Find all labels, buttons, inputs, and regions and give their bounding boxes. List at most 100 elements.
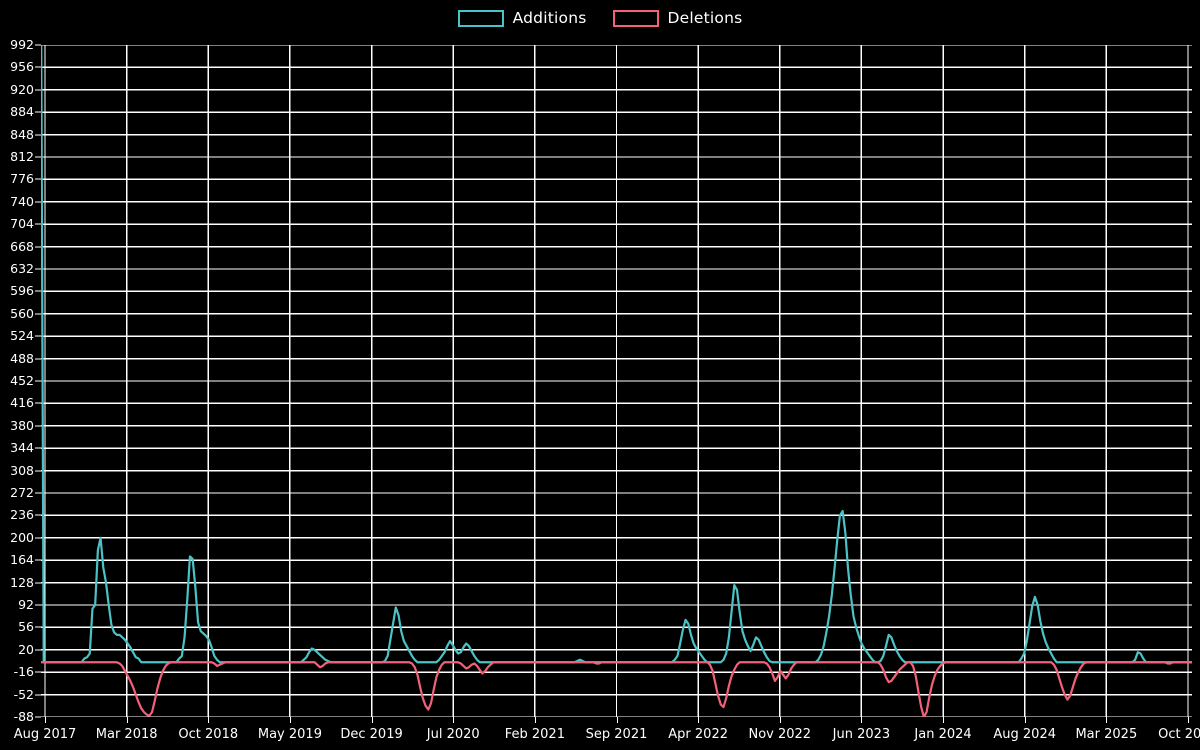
x-tick-mark	[534, 717, 536, 723]
x-axis: Aug 2017 Mar 2018 Oct 2018 May 2019 Dec 2019…	[14, 717, 1200, 750]
y-tick-mark	[35, 671, 41, 673]
y-tick-mark	[35, 358, 41, 360]
y-tick-label: 776	[10, 171, 34, 187]
x-tick-mark	[289, 717, 291, 723]
y-tick-mark	[35, 694, 41, 696]
x-tick-label: Mar 2018	[95, 727, 158, 742]
y-tick-mark	[35, 425, 41, 427]
x-tick-mark	[371, 717, 373, 723]
y-tick-label: 740	[10, 193, 34, 209]
x-tick-label: Jan 2024	[914, 727, 972, 742]
y-tick-mark	[35, 44, 41, 46]
x-tick-mark	[453, 717, 455, 723]
y-tick-mark	[35, 537, 41, 539]
y-tick-mark	[35, 223, 41, 225]
y-tick-label: 992	[10, 36, 34, 52]
y-tick-label: -88	[13, 708, 34, 724]
chart-legend: Additions Deletions	[0, 0, 1200, 36]
y-tick-label: 92	[18, 596, 34, 612]
y-tick-label: -16	[13, 663, 34, 679]
x-tick-label: Jun 2023	[832, 727, 891, 742]
plot-area	[41, 45, 1192, 717]
y-tick-mark	[35, 582, 41, 584]
x-tick-label: Aug 2024	[993, 727, 1057, 742]
y-tick-mark	[35, 178, 41, 180]
y-axis: 992 956 920 884 848 812 776 740 704 668 632 596 560 5…	[0, 38, 41, 722]
y-tick-label: 164	[10, 551, 34, 567]
y-tick-mark	[35, 626, 41, 628]
x-tick-mark	[1106, 717, 1108, 723]
y-tick-mark	[35, 111, 41, 113]
y-tick-label: -52	[13, 686, 34, 702]
y-tick-mark	[35, 559, 41, 561]
x-tick-label: Sep 2021	[585, 727, 648, 742]
y-tick-label: 956	[10, 59, 34, 75]
y-tick-mark	[35, 134, 41, 136]
y-tick-label: 416	[10, 395, 34, 411]
y-tick-mark	[35, 380, 41, 382]
x-tick-label: May 2019	[257, 727, 322, 742]
x-tick-label: Jul 2020	[426, 727, 480, 742]
legend-additions[interactable]: Additions	[457, 9, 587, 27]
y-tick-mark	[35, 290, 41, 292]
x-tick-mark	[208, 717, 210, 723]
y-tick-mark	[35, 246, 41, 248]
y-tick-mark	[35, 514, 41, 516]
deletions-line	[41, 661, 1192, 717]
y-tick-mark	[35, 89, 41, 91]
y-tick-mark	[35, 66, 41, 68]
y-tick-label: 704	[10, 215, 34, 231]
legend-additions-swatch	[457, 9, 504, 27]
y-tick-label: 668	[10, 238, 34, 254]
legend-deletions-label: Deletions	[667, 9, 743, 27]
y-tick-label: 200	[10, 529, 34, 545]
y-tick-label: 308	[10, 462, 34, 478]
y-tick-label: 20	[18, 641, 34, 657]
x-tick-mark	[1024, 717, 1026, 723]
y-tick-label: 56	[18, 619, 34, 635]
y-tick-mark	[35, 156, 41, 158]
legend-deletions[interactable]: Deletions	[612, 9, 743, 27]
y-tick-label: 272	[10, 484, 34, 500]
x-tick-label: Nov 2022	[748, 727, 812, 742]
series-lines	[41, 45, 1192, 717]
x-tick-label: Dec 2019	[340, 727, 403, 742]
y-tick-mark	[35, 470, 41, 472]
y-tick-label: 488	[10, 350, 34, 366]
x-tick-mark	[861, 717, 863, 723]
x-tick-label: Aug 2017	[13, 727, 77, 742]
x-tick-label: Apr 2022	[668, 727, 728, 742]
y-tick-label: 812	[10, 148, 34, 164]
y-tick-label: 128	[10, 574, 34, 590]
y-tick-mark	[35, 268, 41, 270]
y-tick-label: 632	[10, 260, 34, 276]
y-tick-mark	[35, 201, 41, 203]
y-tick-mark	[35, 335, 41, 337]
x-tick-label: Oct 2018	[178, 727, 239, 742]
y-tick-label: 344	[10, 439, 34, 455]
y-tick-mark	[35, 313, 41, 315]
y-tick-label: 236	[10, 507, 34, 523]
y-tick-mark	[35, 492, 41, 494]
x-tick-mark	[45, 717, 46, 723]
x-tick-label: Oct 2025	[1158, 727, 1200, 742]
y-tick-mark	[35, 604, 41, 606]
y-tick-label: 560	[10, 305, 34, 321]
x-tick-label: Mar 2025	[1075, 727, 1138, 742]
legend-additions-label: Additions	[512, 9, 587, 27]
x-tick-mark	[1188, 717, 1189, 723]
x-tick-mark	[616, 717, 618, 723]
y-tick-mark	[35, 716, 41, 718]
gridlines	[41, 45, 1192, 717]
x-tick-mark	[698, 717, 700, 723]
x-tick-mark	[126, 717, 128, 723]
x-tick-mark	[943, 717, 945, 723]
y-tick-label: 920	[10, 81, 34, 97]
y-tick-mark	[35, 402, 41, 404]
y-tick-label: 380	[10, 417, 34, 433]
y-tick-mark	[35, 649, 41, 651]
y-tick-label: 848	[10, 126, 34, 142]
y-tick-label: 596	[10, 283, 34, 299]
y-tick-label: 524	[10, 327, 34, 343]
